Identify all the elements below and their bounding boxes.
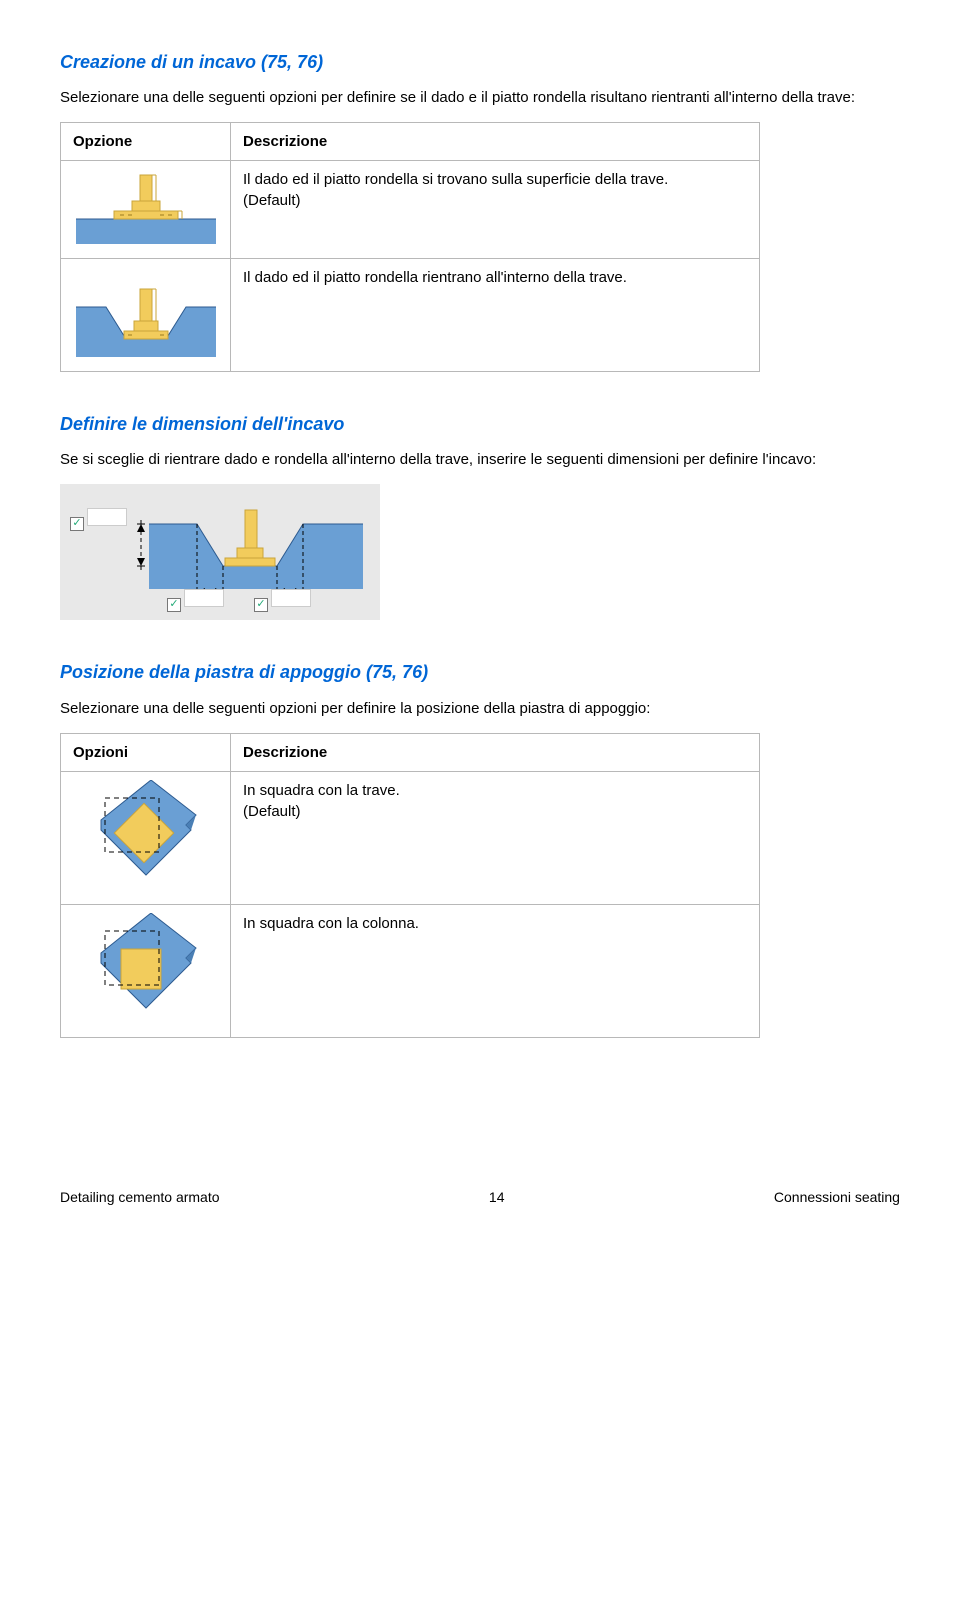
desc-line2: (Default)	[243, 801, 747, 822]
page-footer: Detailing cemento armato 14 Connessioni …	[60, 1188, 900, 1208]
input-group-height: ✓	[70, 508, 127, 532]
desc-line2: (Default)	[243, 190, 747, 211]
dimension-diagram: ✓ ✓ ✓	[60, 484, 380, 620]
section1-title: Creazione di un incavo (75, 76)	[60, 50, 900, 75]
table-row: In squadra con la trave. (Default)	[61, 771, 760, 904]
desc-line1: Il dado ed il piatto rondella rientrano …	[243, 267, 747, 288]
table-row: Il dado ed il piatto rondella rientrano …	[61, 259, 760, 372]
checkbox-height-icon[interactable]: ✓	[70, 517, 84, 531]
option-icon-column-aligned	[61, 904, 231, 1037]
input-right[interactable]	[271, 589, 311, 607]
input-height[interactable]	[87, 508, 127, 526]
col-options: Opzioni	[61, 733, 231, 771]
option-desc: In squadra con la colonna.	[231, 904, 760, 1037]
footer-page-number: 14	[489, 1188, 505, 1208]
col-description: Descrizione	[231, 123, 760, 161]
section3-table: Opzioni Descrizione In squadra con la tr…	[60, 733, 760, 1038]
section1-table: Opzione Descrizione	[60, 122, 760, 372]
footer-right: Connessioni seating	[774, 1188, 900, 1208]
section2-title: Definire le dimensioni dell'incavo	[60, 412, 900, 437]
input-group-right: ✓	[254, 589, 311, 613]
option-desc: Il dado ed il piatto rondella rientrano …	[231, 259, 760, 372]
section2-intro: Se si sceglie di rientrare dado e rondel…	[60, 449, 900, 470]
option-icon-beam-aligned	[61, 771, 231, 904]
table-row: Il dado ed il piatto rondella si trovano…	[61, 161, 760, 259]
desc-line1: In squadra con la colonna.	[243, 913, 747, 934]
col-option: Opzione	[61, 123, 231, 161]
option-desc: Il dado ed il piatto rondella si trovano…	[231, 161, 760, 259]
desc-line1: In squadra con la trave.	[243, 780, 747, 801]
desc-line1: Il dado ed il piatto rondella si trovano…	[243, 169, 747, 190]
col-description: Descrizione	[231, 733, 760, 771]
table-header-row: Opzioni Descrizione	[61, 733, 760, 771]
input-left[interactable]	[184, 589, 224, 607]
option-icon-recessed	[61, 259, 231, 372]
checkbox-right-icon[interactable]: ✓	[254, 598, 268, 612]
table-header-row: Opzione Descrizione	[61, 123, 760, 161]
footer-left: Detailing cemento armato	[60, 1188, 220, 1208]
checkbox-left-icon[interactable]: ✓	[167, 598, 181, 612]
option-icon-surface	[61, 161, 231, 259]
table-row: In squadra con la colonna.	[61, 904, 760, 1037]
section3-intro: Selezionare una delle seguenti opzioni p…	[60, 698, 900, 719]
option-desc: In squadra con la trave. (Default)	[231, 771, 760, 904]
section1-intro: Selezionare una delle seguenti opzioni p…	[60, 87, 900, 108]
input-group-left: ✓	[167, 589, 224, 613]
section3-title: Posizione della piastra di appoggio (75,…	[60, 660, 900, 685]
